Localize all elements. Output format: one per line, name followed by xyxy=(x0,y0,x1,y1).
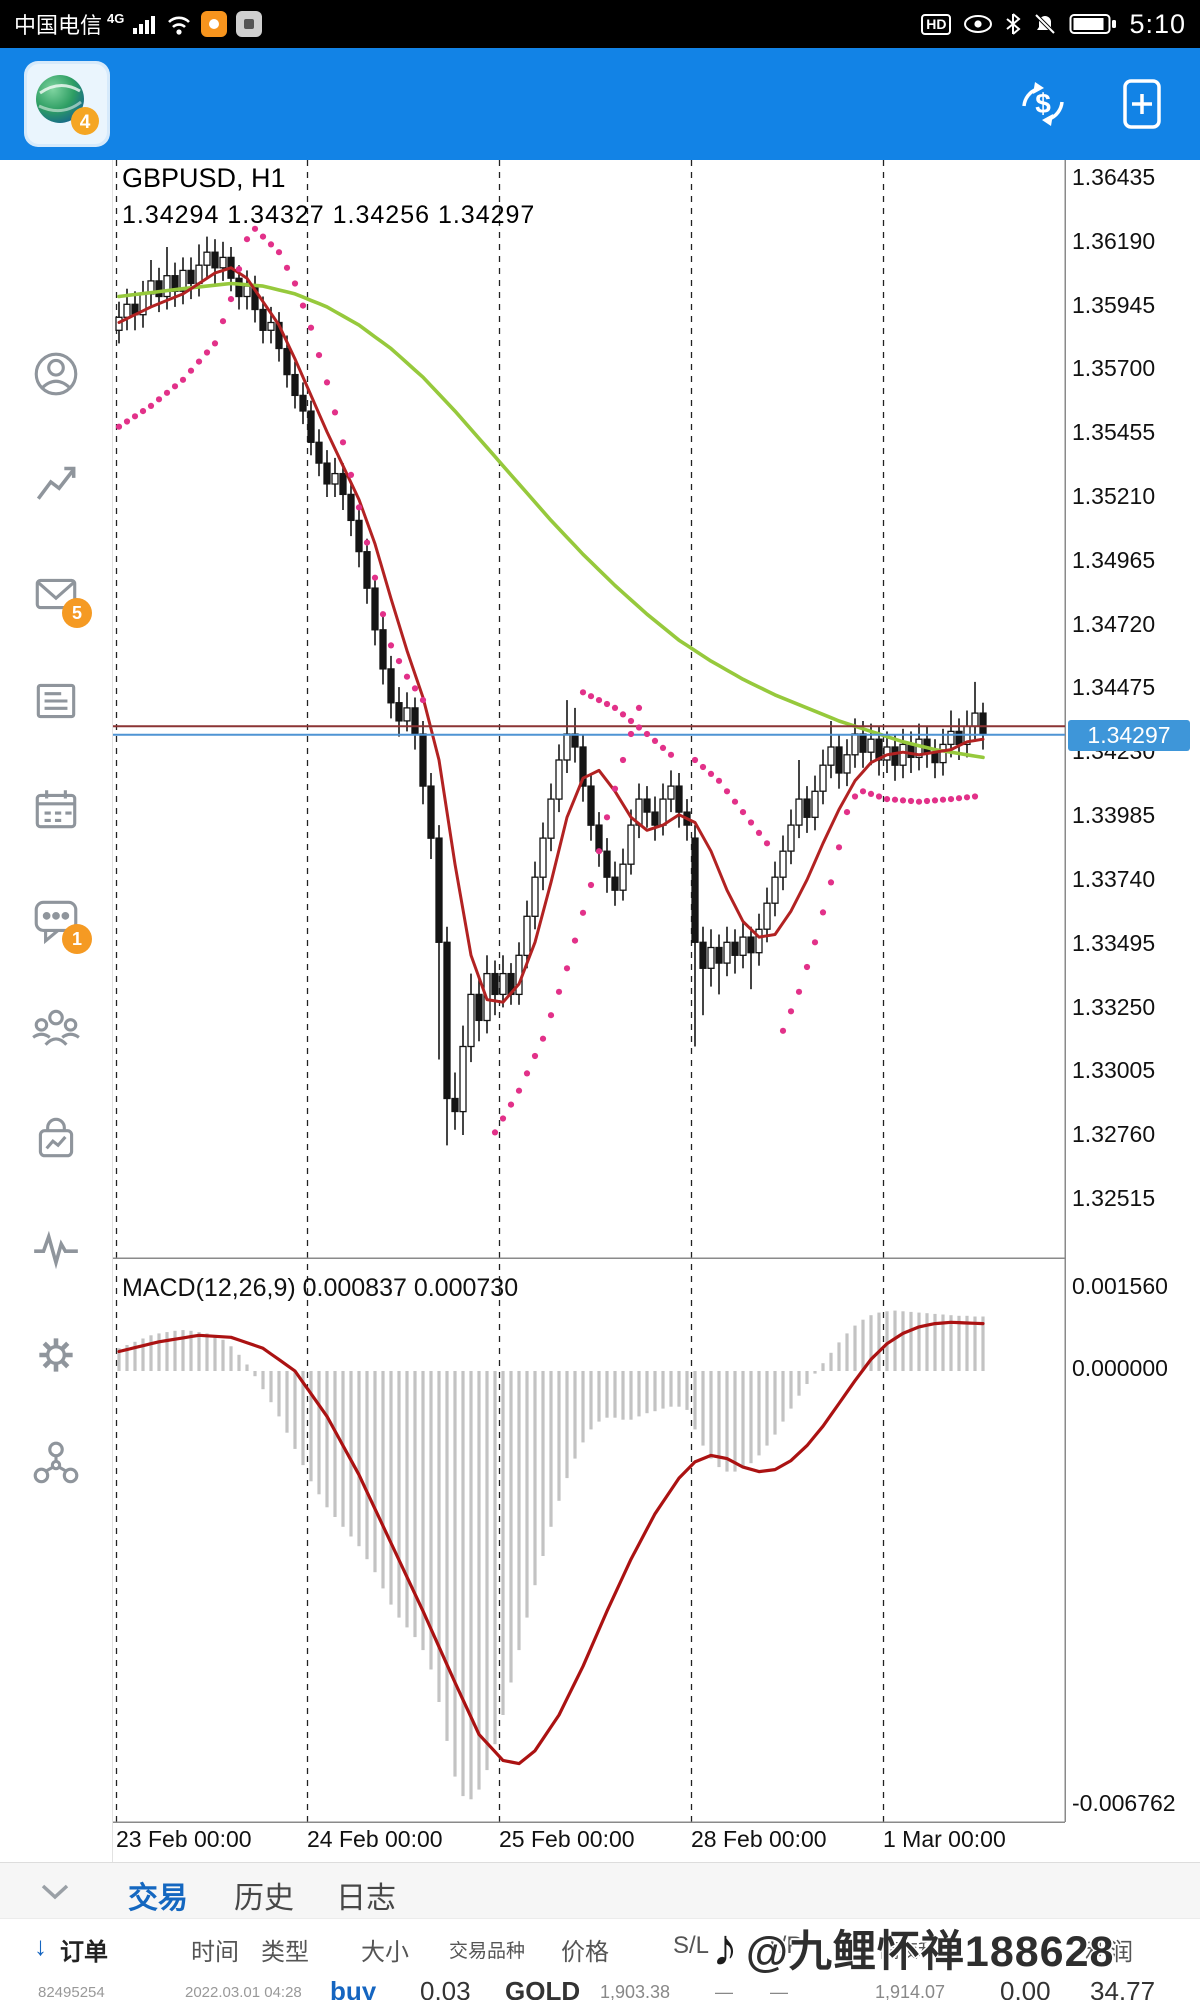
mute-bell-icon xyxy=(1035,13,1056,35)
dollar-glyph: $ xyxy=(1035,88,1051,119)
orders-table-header: ↓ 订单 时间 类型 大小 交易品种 价格 S/L T/P 隔夜利息 利润 xyxy=(0,1918,1200,1973)
mt4-logo[interactable]: 4 xyxy=(24,61,110,147)
sidebar-item-network[interactable] xyxy=(30,1437,82,1489)
bluetooth-icon xyxy=(1006,13,1021,35)
battery-icon xyxy=(1069,14,1117,34)
sidebar-item-news[interactable] xyxy=(30,675,82,727)
order-current-price: 1,914.07 xyxy=(875,1982,946,2000)
order-sl: — xyxy=(715,1982,733,2000)
sidebar-item-calendar[interactable] xyxy=(30,784,82,836)
col-size: 大小 xyxy=(361,1939,409,1966)
col-price: 价格 xyxy=(561,1939,609,1966)
order-type: buy xyxy=(330,1976,377,2000)
order-price: 1,903.38 xyxy=(600,1982,671,2000)
order-tp: — xyxy=(770,1982,788,2000)
order-time: 2022.03.01 04:28 xyxy=(185,1984,302,2000)
tab-trade[interactable]: 交易 xyxy=(128,1882,188,1915)
sidebar: 5 1 xyxy=(0,160,113,1862)
watermark-text: @九鲤怀禅188628 xyxy=(746,1928,1115,1976)
sidebar-item-mailbox[interactable] xyxy=(30,568,82,620)
logo-badge: 4 xyxy=(80,112,91,133)
col-symbol: 交易品种 xyxy=(449,1941,526,1962)
mail-badge: 5 xyxy=(62,598,92,628)
app-header: 4 $ xyxy=(0,48,1200,160)
wifi-icon xyxy=(168,16,191,35)
tab-history[interactable]: 历史 xyxy=(234,1882,294,1915)
col-time: 时间 xyxy=(191,1939,239,1966)
currency-exchange-icon[interactable]: $ xyxy=(1014,75,1072,133)
carrier-label: 中国电信 xyxy=(14,13,103,38)
col-swap: 隔夜利息 xyxy=(880,1941,957,1962)
notification-app-icon xyxy=(201,11,228,37)
collapse-chevron-icon[interactable] xyxy=(40,1883,70,1901)
current-price-tag: 1.34297 xyxy=(1068,720,1190,751)
chat-badge: 1 xyxy=(62,924,92,954)
network-type-label: 4G xyxy=(107,10,125,26)
order-swap: 0.00 xyxy=(1000,1976,1051,2000)
tab-journal[interactable]: 日志 xyxy=(336,1882,396,1915)
music-note-icon: ♪ xyxy=(712,1919,738,1977)
sidebar-item-chat[interactable] xyxy=(30,894,82,946)
price-chart[interactable] xyxy=(0,160,1200,1862)
order-symbol: GOLD xyxy=(505,1976,581,2000)
macd-indicator-title: MACD(12,26,9) 0.000837 0.000730 xyxy=(122,1274,519,1302)
notification-misc-icon xyxy=(236,11,263,37)
order-size: 0.03 xyxy=(420,1976,471,2000)
sidebar-item-account[interactable] xyxy=(30,348,82,400)
hd-badge: HD xyxy=(921,13,952,35)
col-sl: S/L xyxy=(673,1932,710,1959)
col-order[interactable]: 订单 xyxy=(60,1939,108,1966)
sort-icon[interactable]: ↓ xyxy=(34,1931,47,1961)
col-type: 类型 xyxy=(261,1939,309,1966)
sidebar-item-charts[interactable] xyxy=(30,456,82,508)
sidebar-item-settings[interactable] xyxy=(30,1329,82,1381)
new-order-icon[interactable] xyxy=(1116,76,1168,132)
watermark: ♪ @九鲤怀禅188628 xyxy=(712,1914,1114,1982)
order-row[interactable]: 82495254 2022.03.01 04:28 buy 0.03 GOLD … xyxy=(0,1970,1200,2000)
col-profit: 利润 xyxy=(1085,1939,1133,1966)
signal-strength-icon xyxy=(133,16,156,34)
sidebar-item-signals[interactable] xyxy=(30,1220,82,1272)
status-bar: 中国电信 4G HD 5:1 xyxy=(0,0,1200,48)
bottom-tab-bar: 交易 历史 日志 xyxy=(0,1862,1200,1919)
sidebar-item-market[interactable] xyxy=(30,1112,82,1164)
eye-icon xyxy=(964,15,993,33)
order-id: 82495254 xyxy=(38,1984,105,2000)
clock-label: 5:10 xyxy=(1129,8,1186,39)
sidebar-item-community[interactable] xyxy=(30,1002,82,1054)
order-profit: 34.77 xyxy=(1090,1976,1156,2000)
col-tp: T/P xyxy=(765,1932,803,1959)
chart-symbol-title: GBPUSD, H1 xyxy=(122,163,286,193)
chart-ohlc-values: 1.34294 1.34327 1.34256 1.34297 xyxy=(122,201,536,229)
